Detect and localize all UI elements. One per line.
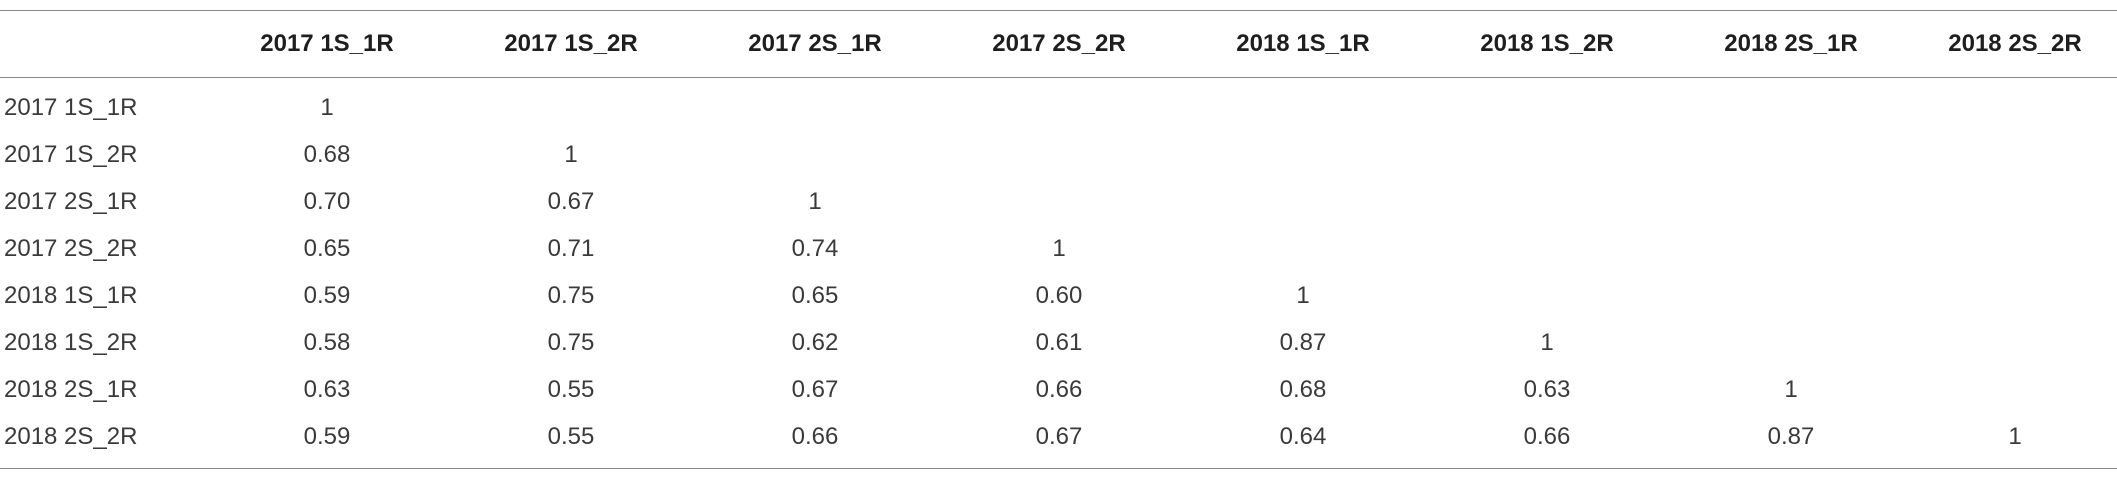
table-row: 2018 1S_2R 0.58 0.75 0.62 0.61 0.87 1 (0, 319, 2117, 366)
row-label: 2017 1S_2R (4, 140, 138, 168)
table-cell (1181, 131, 1425, 178)
table-row: 2018 2S_1R 0.63 0.55 0.67 0.66 0.68 0.63 1 (0, 366, 2117, 413)
table-header: 2017 1S_1R 2017 1S_2R 2017 2S_1R 2017 2S… (0, 10, 2117, 78)
row-label: 2017 2S_2R (4, 234, 138, 262)
table-cell: 1 (320, 93, 334, 121)
table-cell: 0.59 (303, 281, 351, 309)
table-cell: 0.67 (791, 375, 839, 403)
table-cell: 1 (564, 140, 578, 168)
header-corner (0, 11, 205, 78)
table-cell (1425, 131, 1669, 178)
table-cell: 0.55 (547, 375, 595, 403)
table-cell: 0.65 (791, 281, 839, 309)
table-cell: 0.70 (303, 187, 351, 215)
table-cell (1913, 366, 2117, 413)
table-cell: 0.61 (1035, 328, 1083, 356)
table-cell (1669, 225, 1913, 272)
table-cell: 0.66 (791, 422, 839, 450)
table-cell: 0.58 (303, 328, 351, 356)
table-cell (693, 78, 937, 132)
table-cell (1913, 225, 2117, 272)
row-label: 2018 1S_1R (4, 281, 138, 309)
table-cell (937, 78, 1181, 132)
table-cell: 1 (1296, 281, 1310, 309)
table-cell (1425, 78, 1669, 132)
column-header: 2018 2S_2R (1948, 30, 2082, 57)
row-label: 2018 2S_2R (4, 422, 138, 450)
table-cell: 1 (1784, 375, 1798, 403)
table-cell (1181, 78, 1425, 132)
column-header: 2017 2S_2R (992, 30, 1126, 57)
table-body: 2017 1S_1R 1 2017 1S_2R 0.68 1 2017 2S_1R 0.70… (0, 78, 2117, 469)
table-cell: 0.74 (791, 234, 839, 262)
column-header: 2017 2S_1R (748, 30, 882, 57)
table-row: 2017 2S_1R 0.70 0.67 1 (0, 178, 2117, 225)
table-row: 2018 2S_2R 0.59 0.55 0.66 0.67 0.64 0.66 0.87 1 (0, 413, 2117, 469)
table-row: 2017 2S_2R 0.65 0.71 0.74 1 (0, 225, 2117, 272)
table-cell (1425, 225, 1669, 272)
table-cell: 0.67 (547, 187, 595, 215)
table-cell (1669, 319, 1913, 366)
table-cell (937, 178, 1181, 225)
table-cell: 0.68 (303, 140, 351, 168)
table-cell (449, 78, 693, 132)
table-cell: 0.55 (547, 422, 595, 450)
table-cell: 0.59 (303, 422, 351, 450)
table-cell (1425, 178, 1669, 225)
table-cell: 0.60 (1035, 281, 1083, 309)
table-cell (937, 131, 1181, 178)
column-header: 2018 1S_2R (1480, 30, 1614, 57)
table-cell: 0.66 (1523, 422, 1571, 450)
table-row: 2017 1S_2R 0.68 1 (0, 131, 2117, 178)
column-header: 2018 2S_1R (1724, 30, 1858, 57)
table-cell: 0.75 (547, 328, 595, 356)
table-cell: 0.75 (547, 281, 595, 309)
column-header: 2018 1S_1R (1236, 30, 1370, 57)
table-cell (1913, 178, 2117, 225)
table-cell: 0.65 (303, 234, 351, 262)
table-cell (1181, 178, 1425, 225)
table-cell (1913, 319, 2117, 366)
table-cell: 0.63 (1523, 375, 1571, 403)
table-cell (1913, 272, 2117, 319)
table-cell: 1 (1052, 234, 1066, 262)
table-cell: 1 (1540, 328, 1554, 356)
table-cell: 0.63 (303, 375, 351, 403)
row-label: 2017 2S_1R (4, 187, 138, 215)
table-cell: 0.68 (1279, 375, 1327, 403)
row-label: 2018 1S_2R (4, 328, 138, 356)
table-cell: 0.64 (1279, 422, 1327, 450)
column-header: 2017 1S_1R (260, 30, 394, 57)
table-cell (1669, 131, 1913, 178)
table-cell: 1 (808, 187, 822, 215)
header-row: 2017 1S_1R 2017 1S_2R 2017 2S_1R 2017 2S… (0, 10, 2117, 78)
row-label: 2017 1S_1R (4, 93, 138, 121)
row-label: 2018 2S_1R (4, 375, 138, 403)
table-cell (1181, 225, 1425, 272)
column-header: 2017 1S_2R (504, 30, 638, 57)
table-cell: 0.62 (791, 328, 839, 356)
table-cell: 0.87 (1279, 328, 1327, 356)
table-cell: 0.71 (547, 234, 595, 262)
table-row: 2018 1S_1R 0.59 0.75 0.65 0.60 1 (0, 272, 2117, 319)
table-cell (1669, 178, 1913, 225)
table-cell (1913, 131, 2117, 178)
table-cell (1913, 78, 2117, 132)
table-cell (693, 131, 937, 178)
table-cell: 0.66 (1035, 375, 1083, 403)
table-cell (1669, 78, 1913, 132)
table-cell: 1 (2008, 422, 2022, 450)
table-cell: 0.87 (1767, 422, 1815, 450)
table-cell: 0.67 (1035, 422, 1083, 450)
table-row: 2017 1S_1R 1 (0, 78, 2117, 132)
correlation-table: 2017 1S_1R 2017 1S_2R 2017 2S_1R 2017 2S… (0, 10, 2117, 469)
table-cell (1425, 272, 1669, 319)
table-cell (1669, 272, 1913, 319)
